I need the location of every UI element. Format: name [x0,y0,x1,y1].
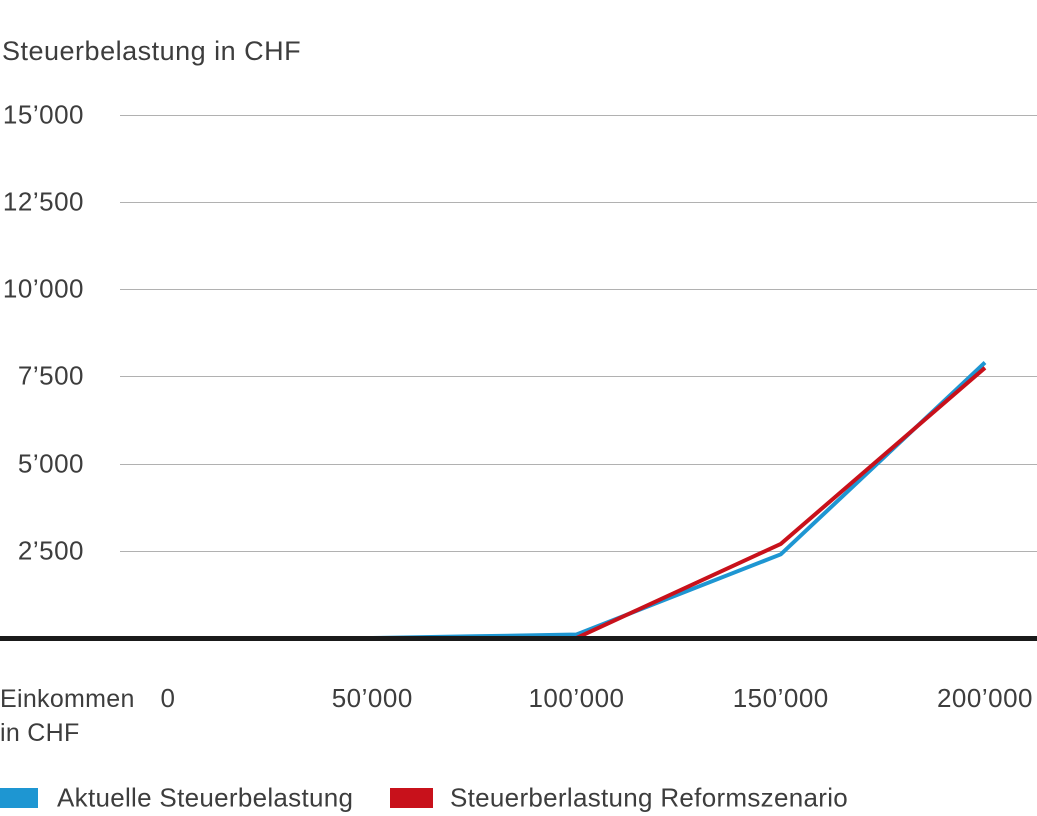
legend-swatch [0,788,38,808]
y-tick-label: 15’000 [2,99,84,130]
x-axis-title: Einkommen in CHF [0,682,135,750]
x-tick-label: 200’000 [936,683,1034,713]
series-line-aktuelle-steuerbelastung [168,361,987,640]
y-tick-label: 12’500 [2,186,84,217]
x-tick-label: 150’000 [732,683,829,713]
series-line-reformszenario [168,366,987,640]
legend-swatch [390,788,433,808]
x-tick-label: 100’000 [528,683,625,713]
legend-label: Steuerberlastung Reformszenario [450,782,849,813]
x-tick-label: 50’000 [331,683,413,713]
y-tick-label: 2’500 [17,535,84,566]
y-tick-label: 5’000 [17,448,84,479]
x-axis-title-line1: Einkommen [0,685,135,713]
chart-title: Steuerbelastung in CHF [2,36,302,66]
y-tick-label: 7’500 [17,360,84,391]
x-tick-label: 0 [160,683,176,713]
legend-label: Aktuelle Steuerbelastung [57,782,354,813]
y-tick-label: 10’000 [2,273,84,304]
x-axis-title-line2: in CHF [0,719,80,747]
